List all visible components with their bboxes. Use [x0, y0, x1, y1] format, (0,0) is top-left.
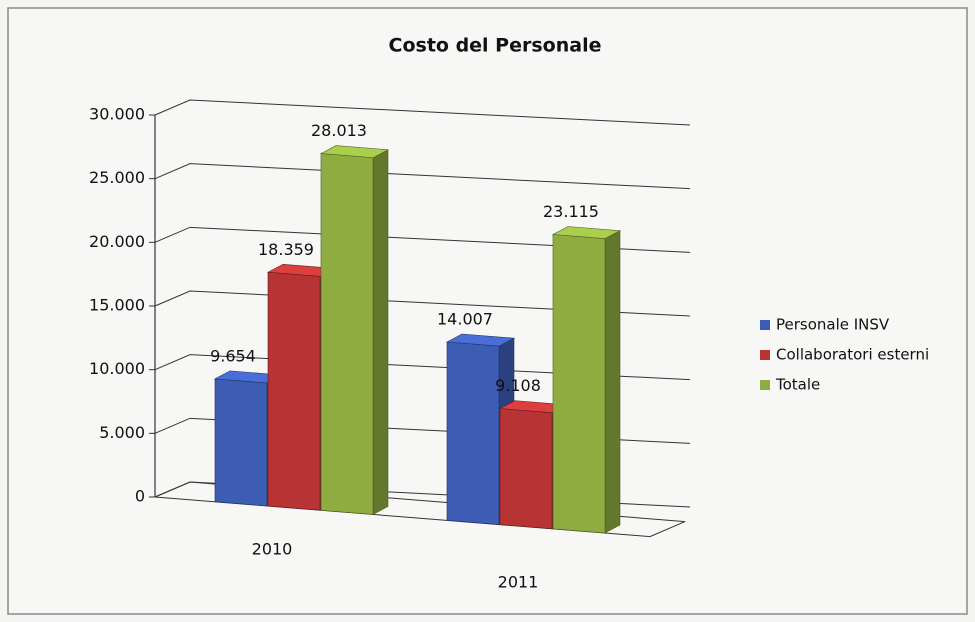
y-tick-label: 10.000: [89, 359, 145, 378]
data-label: 18.359: [258, 240, 314, 259]
y-tick-label: 25.000: [89, 168, 145, 187]
chart-title: Costo del Personale: [389, 35, 602, 57]
data-label: 23.115: [543, 202, 599, 221]
legend-swatch: [760, 380, 770, 390]
y-tick-label: 5.000: [99, 423, 145, 442]
data-label: 9.654: [210, 346, 256, 365]
legend-label: Collaboratori esterni: [776, 346, 929, 364]
bar-side: [604, 230, 621, 534]
x-tick-label: 2011: [498, 573, 539, 592]
legend-label: Totale: [775, 376, 820, 394]
grid-line: [154, 163, 691, 190]
grid-line: [154, 226, 691, 253]
grid-line: [154, 354, 691, 381]
bar-front: [552, 234, 606, 534]
x-tick-label: 2010: [252, 540, 293, 559]
bar-front: [267, 271, 321, 511]
y-tick-label: 15.000: [89, 296, 145, 315]
bar-front: [320, 153, 374, 515]
legend-label: Personale INSV: [776, 316, 890, 334]
legend-swatch: [760, 350, 770, 360]
data-label: 14.007: [437, 310, 493, 329]
y-tick-label: 20.000: [89, 232, 145, 251]
bar-front: [499, 408, 553, 530]
bar-front: [446, 341, 500, 525]
legend-swatch: [760, 320, 770, 330]
grid-line: [154, 99, 691, 126]
grid-line: [154, 290, 691, 317]
bar: [319, 145, 390, 515]
bar-front: [214, 378, 268, 507]
bar-side: [372, 149, 389, 515]
y-tick-label: 0: [135, 487, 145, 506]
data-label: 9.108: [495, 376, 541, 395]
data-label: 28.013: [311, 121, 367, 140]
bar: [551, 226, 622, 534]
y-tick-label: 30.000: [89, 105, 145, 124]
